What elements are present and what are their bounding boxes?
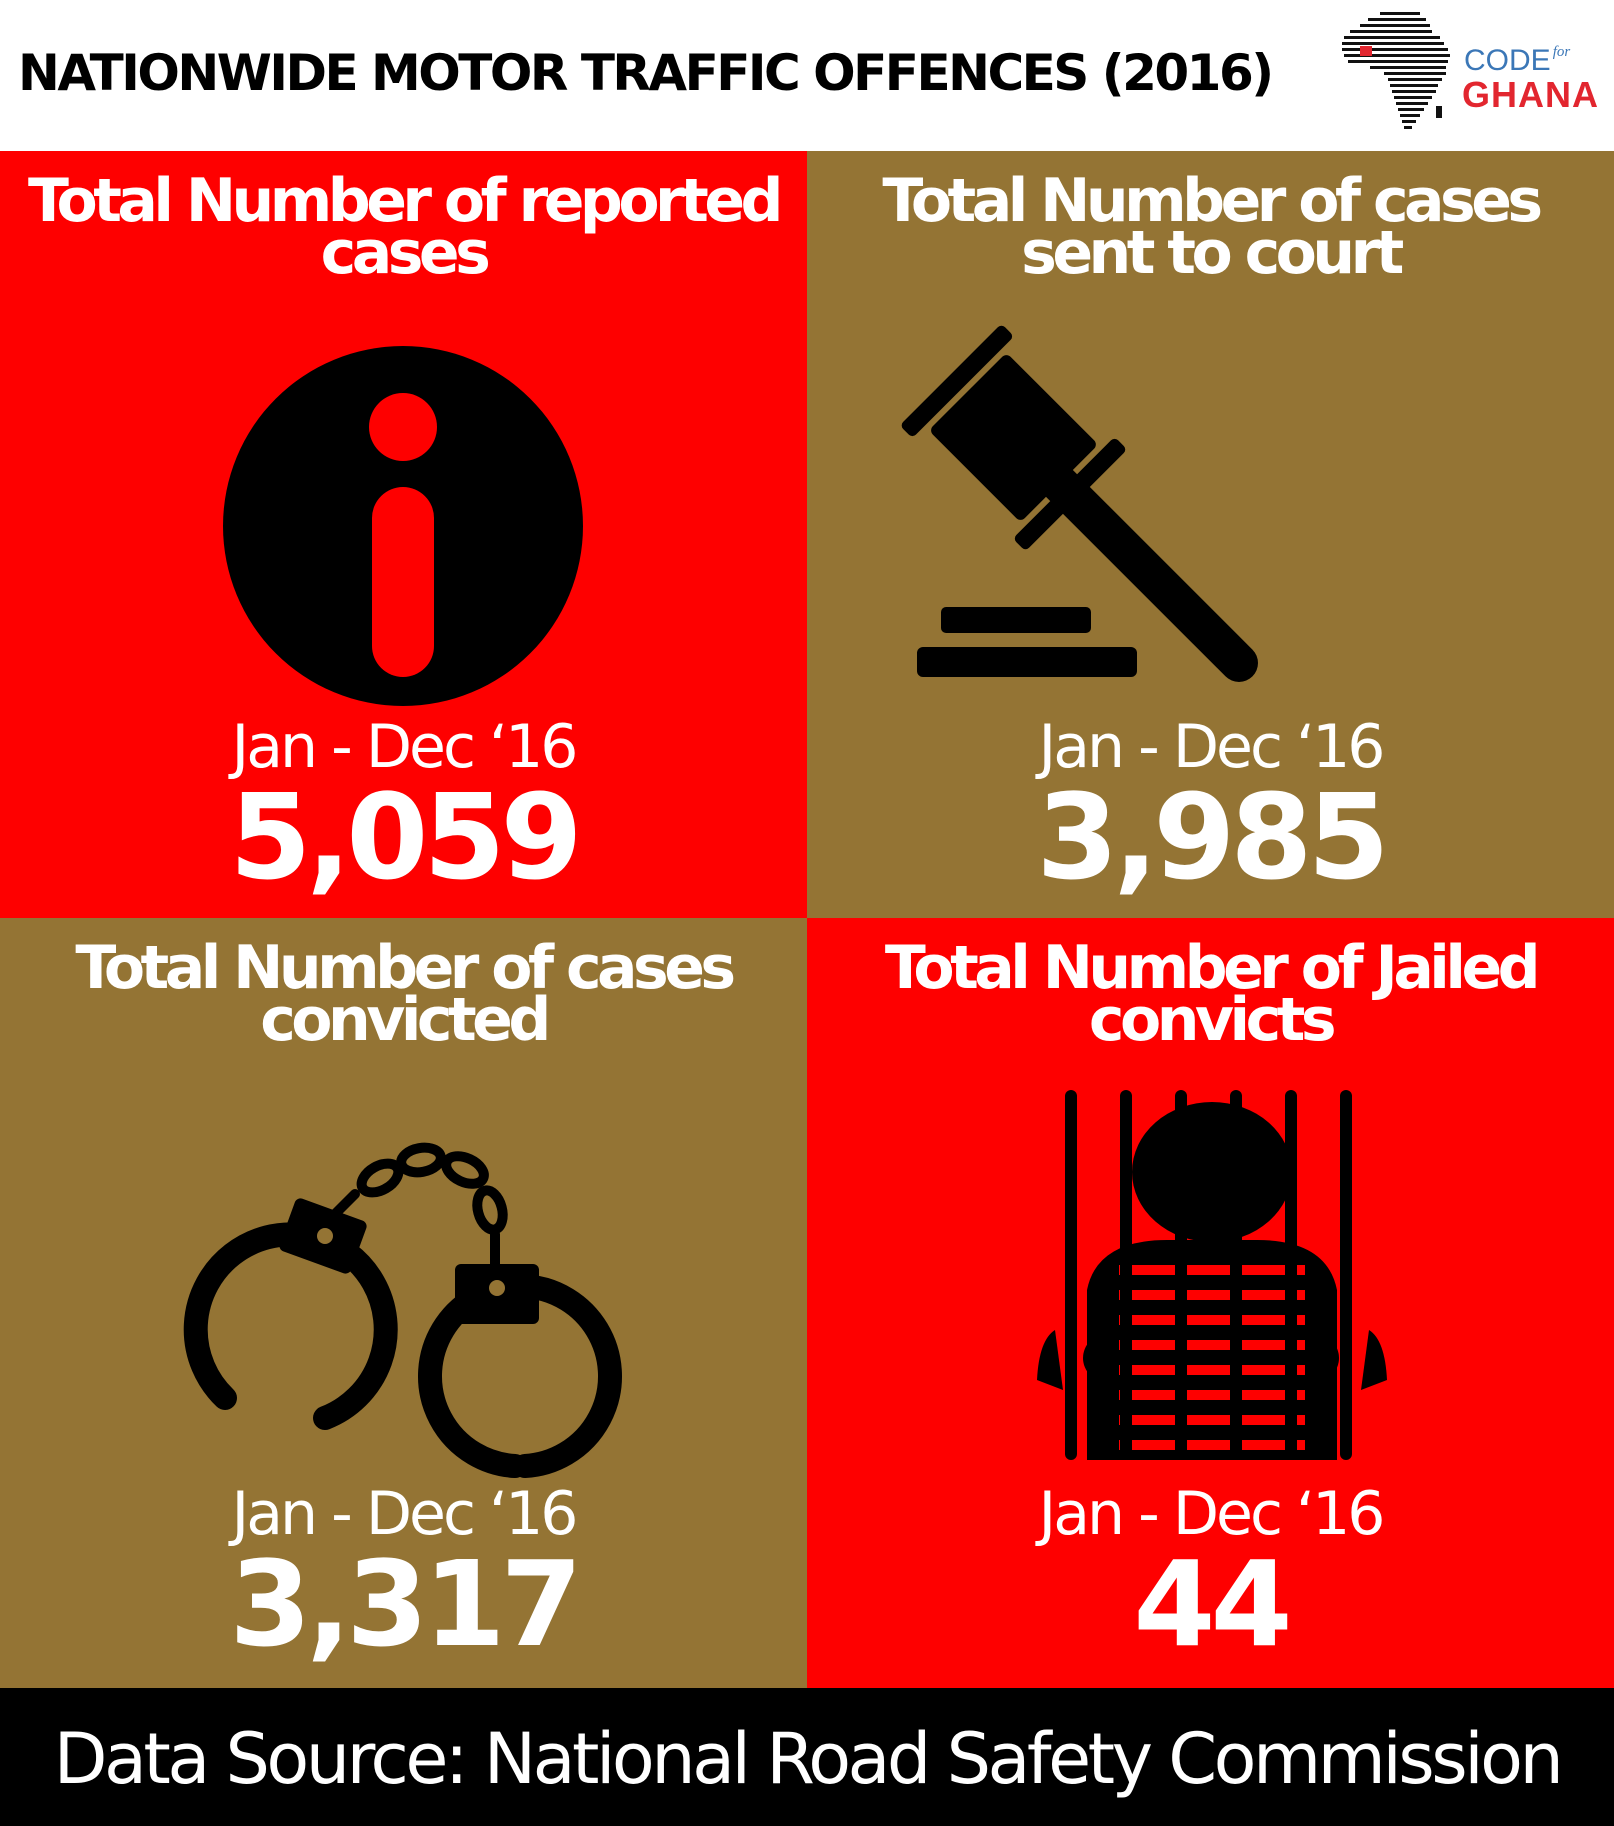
handcuffs-icon: [183, 1142, 622, 1478]
reported-cases-panel: Total Number of reported cases Jan - Dec…: [0, 151, 807, 918]
period-label: Jan - Dec ‘16: [1038, 1479, 1386, 1549]
panel-heading: Total Number of cases convicted: [75, 933, 736, 1055]
footer: Data Source: National Road Safety Commis…: [0, 1688, 1614, 1826]
logo-ghana-text: GHANA: [1462, 74, 1599, 115]
jailed-convicts-panel: Total Number of Jailed convicts: [807, 918, 1614, 1688]
period-label: Jan - Dec ‘16: [1038, 712, 1386, 782]
prisoner-behind-bars-icon: [1037, 1090, 1387, 1460]
data-source-text: Data Source: National Road Safety Commis…: [53, 1718, 1564, 1800]
jailed-convicts-value: 44: [1133, 1535, 1292, 1673]
code-for-ghana-logo: CODE for GHANA: [1340, 10, 1610, 140]
period-label: Jan - Dec ‘16: [231, 712, 579, 782]
reported-cases-value: 5,059: [229, 768, 582, 906]
panel-heading: Total Number of reported cases: [28, 166, 783, 288]
info-icon: [223, 346, 583, 706]
convicted-cases-value: 3,317: [229, 1535, 582, 1673]
header: NATIONWIDE MOTOR TRAFFIC OFFENCES (2016): [0, 0, 1614, 151]
panel-heading: Total Number of cases sent to court: [882, 166, 1543, 288]
page-title: NATIONWIDE MOTOR TRAFFIC OFFENCES (2016): [18, 44, 1274, 102]
logo-for-text: for: [1552, 44, 1571, 60]
period-label: Jan - Dec ‘16: [231, 1479, 579, 1549]
court-cases-value: 3,985: [1036, 768, 1389, 906]
convicted-cases-panel: Total Number of cases convicted Jan: [0, 918, 807, 1688]
gavel-icon: [901, 325, 1258, 682]
africa-map-icon: [1342, 12, 1450, 129]
court-cases-panel: Total Number of cases sent to court Jan …: [807, 151, 1614, 918]
panel-heading: Total Number of Jailed convicts: [884, 933, 1541, 1055]
logo-code-text: CODE: [1464, 44, 1551, 77]
